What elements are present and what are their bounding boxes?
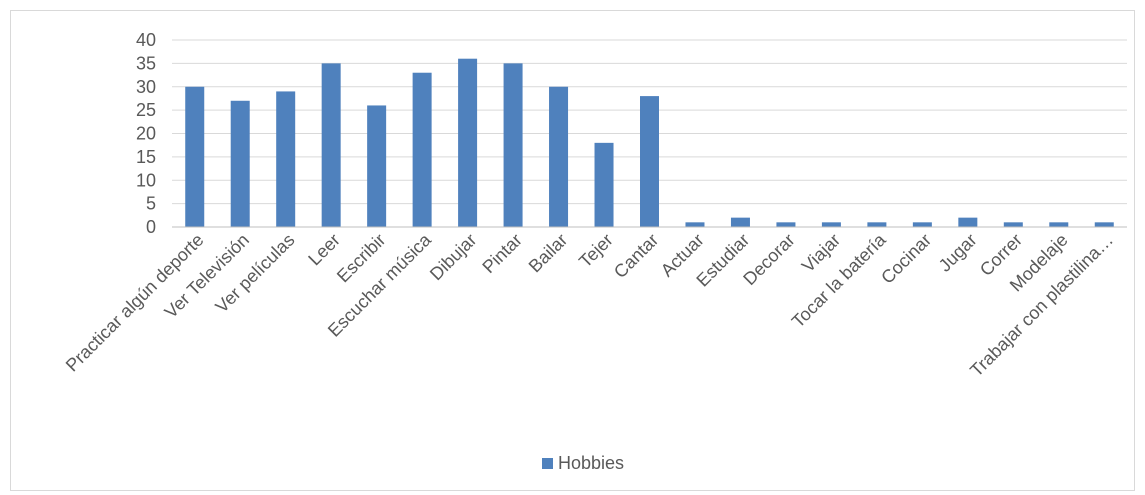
bar: [958, 217, 978, 227]
y-tick-label: 0: [146, 217, 156, 237]
x-category-label: Pintar: [479, 230, 526, 277]
x-category-label: Tejer: [575, 230, 617, 272]
y-tick-label: 30: [136, 77, 156, 97]
x-category-label: Dibujar: [426, 230, 480, 284]
bar: [549, 86, 569, 227]
legend: Hobbies: [542, 453, 624, 473]
bar: [321, 63, 341, 227]
bar: [912, 222, 932, 227]
bar: [730, 217, 750, 227]
bar: [1094, 222, 1114, 227]
y-tick-label: 20: [136, 124, 156, 144]
bar: [230, 100, 250, 227]
y-tick-label: 25: [136, 100, 156, 120]
y-tick-label: 35: [136, 53, 156, 73]
bar: [1003, 222, 1023, 227]
bar: [185, 86, 205, 227]
bar: [640, 96, 659, 227]
x-category-label: Jugar: [935, 230, 981, 276]
bar: [412, 72, 432, 227]
y-tick-label: 15: [136, 147, 156, 167]
legend-label: Hobbies: [558, 453, 624, 473]
x-category-label: Leer: [304, 230, 344, 270]
x-category-label: Cantar: [610, 230, 662, 282]
y-tick-label: 5: [146, 194, 156, 214]
bar: [867, 222, 887, 227]
bar: [1049, 222, 1069, 227]
bars: [185, 58, 1114, 228]
chart-frame: 0 5 10 15 20 25 30 35 40 Practicar algún deporte V…: [10, 10, 1135, 491]
bar: [503, 63, 523, 227]
bar: [594, 142, 614, 227]
y-tick-label: 10: [136, 170, 156, 190]
x-category-label: Bailar: [525, 230, 572, 277]
bar: [776, 222, 796, 227]
bar: [685, 222, 705, 227]
y-tick-label: 40: [136, 30, 156, 50]
x-category-label: Decorar: [739, 230, 798, 289]
bar: [367, 105, 387, 227]
bar: [458, 58, 478, 228]
legend-swatch: [542, 458, 553, 469]
x-category-label: Cocinar: [877, 230, 935, 288]
bar: [821, 222, 841, 227]
bar: [276, 91, 296, 227]
